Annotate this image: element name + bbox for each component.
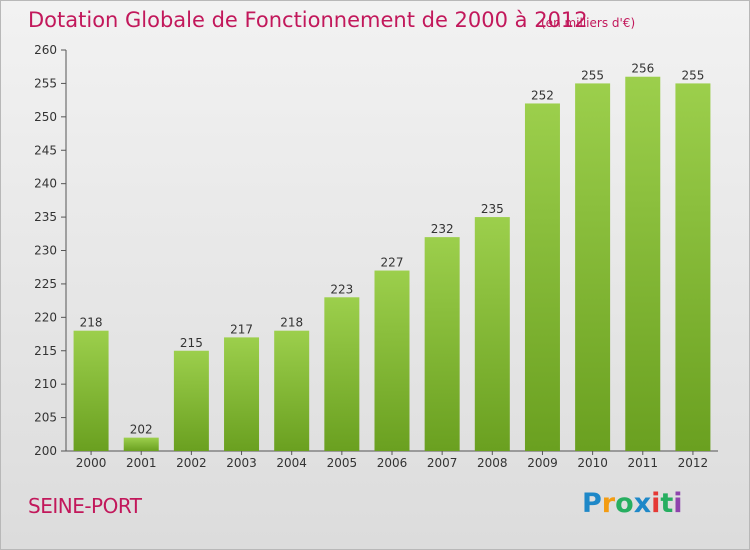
y-tick-label: 230 bbox=[34, 244, 57, 258]
x-tick-label-2002: 2002 bbox=[176, 456, 207, 470]
x-tick-label-2012: 2012 bbox=[678, 456, 709, 470]
logo-letter: i bbox=[651, 488, 661, 519]
value-label-2004: 218 bbox=[280, 316, 303, 330]
x-tick-label-2000: 2000 bbox=[76, 456, 107, 470]
value-label-2012: 255 bbox=[681, 68, 704, 82]
chart-labels: 218 2000 202 2001 215 2002 217 2003 218 2004 223 20… bbox=[76, 62, 708, 470]
value-label-2011: 256 bbox=[631, 62, 654, 76]
y-tick-label: 210 bbox=[34, 377, 57, 391]
value-label-2003: 217 bbox=[230, 322, 253, 336]
bar-2004 bbox=[274, 330, 310, 451]
x-tick-label-2001: 2001 bbox=[126, 456, 157, 470]
x-tick-label-2006: 2006 bbox=[377, 456, 408, 470]
y-tick-label: 225 bbox=[34, 277, 57, 291]
bar-2000 bbox=[73, 330, 109, 451]
y-tick-label: 245 bbox=[34, 143, 57, 157]
logo-letter: i bbox=[673, 488, 683, 519]
x-tick-label-2004: 2004 bbox=[276, 456, 307, 470]
bar-2010 bbox=[575, 83, 611, 452]
bar-2012 bbox=[675, 83, 711, 452]
value-label-2009: 252 bbox=[531, 88, 554, 102]
y-tick-label: 255 bbox=[34, 76, 57, 90]
value-label-2002: 215 bbox=[180, 336, 203, 350]
y-tick-label: 215 bbox=[34, 344, 57, 358]
x-tick-label-2009: 2009 bbox=[527, 456, 558, 470]
value-label-2010: 255 bbox=[581, 68, 604, 82]
bar-2011 bbox=[625, 76, 661, 451]
bar-2002 bbox=[173, 350, 209, 451]
bar-2001 bbox=[123, 437, 159, 451]
y-tick-label: 250 bbox=[34, 110, 57, 124]
bar-2006 bbox=[374, 270, 410, 451]
y-tick-label: 205 bbox=[34, 411, 57, 425]
bar-2007 bbox=[424, 237, 460, 451]
bar-2005 bbox=[324, 297, 360, 451]
logo-letter: P bbox=[582, 488, 602, 519]
y-tick-label: 220 bbox=[34, 310, 57, 324]
x-tick-label-2003: 2003 bbox=[226, 456, 257, 470]
bar-2008 bbox=[474, 217, 510, 451]
logo-letter: x bbox=[633, 488, 652, 519]
chart-bars bbox=[73, 76, 711, 452]
value-label-2006: 227 bbox=[381, 256, 404, 270]
chart-title: Dotation Globale de Fonctionnement de 20… bbox=[28, 8, 588, 32]
y-tick-label: 240 bbox=[34, 177, 57, 191]
x-tick-label-2007: 2007 bbox=[427, 456, 458, 470]
value-label-2000: 218 bbox=[80, 316, 103, 330]
y-tick-label: 200 bbox=[34, 444, 57, 458]
value-label-2001: 202 bbox=[130, 423, 153, 437]
y-tick-label: 260 bbox=[34, 43, 57, 57]
y-tick-label: 235 bbox=[34, 210, 57, 224]
logo-letter: o bbox=[615, 488, 634, 519]
x-tick-label-2011: 2011 bbox=[627, 456, 658, 470]
value-label-2005: 223 bbox=[330, 282, 353, 296]
chart-subtitle: (en milliers d'€) bbox=[541, 16, 636, 30]
value-label-2007: 232 bbox=[431, 222, 454, 236]
x-tick-label-2008: 2008 bbox=[477, 456, 508, 470]
proxiti-logo: Proxiti bbox=[582, 488, 683, 519]
logo-letter: t bbox=[660, 488, 674, 519]
bar-2003 bbox=[224, 337, 260, 451]
bar-2009 bbox=[524, 103, 560, 451]
logo-letter: r bbox=[601, 488, 616, 519]
x-tick-label-2010: 2010 bbox=[577, 456, 608, 470]
x-tick-label-2005: 2005 bbox=[327, 456, 358, 470]
place-name: SEINE-PORT bbox=[28, 494, 142, 518]
value-label-2008: 235 bbox=[481, 202, 504, 216]
